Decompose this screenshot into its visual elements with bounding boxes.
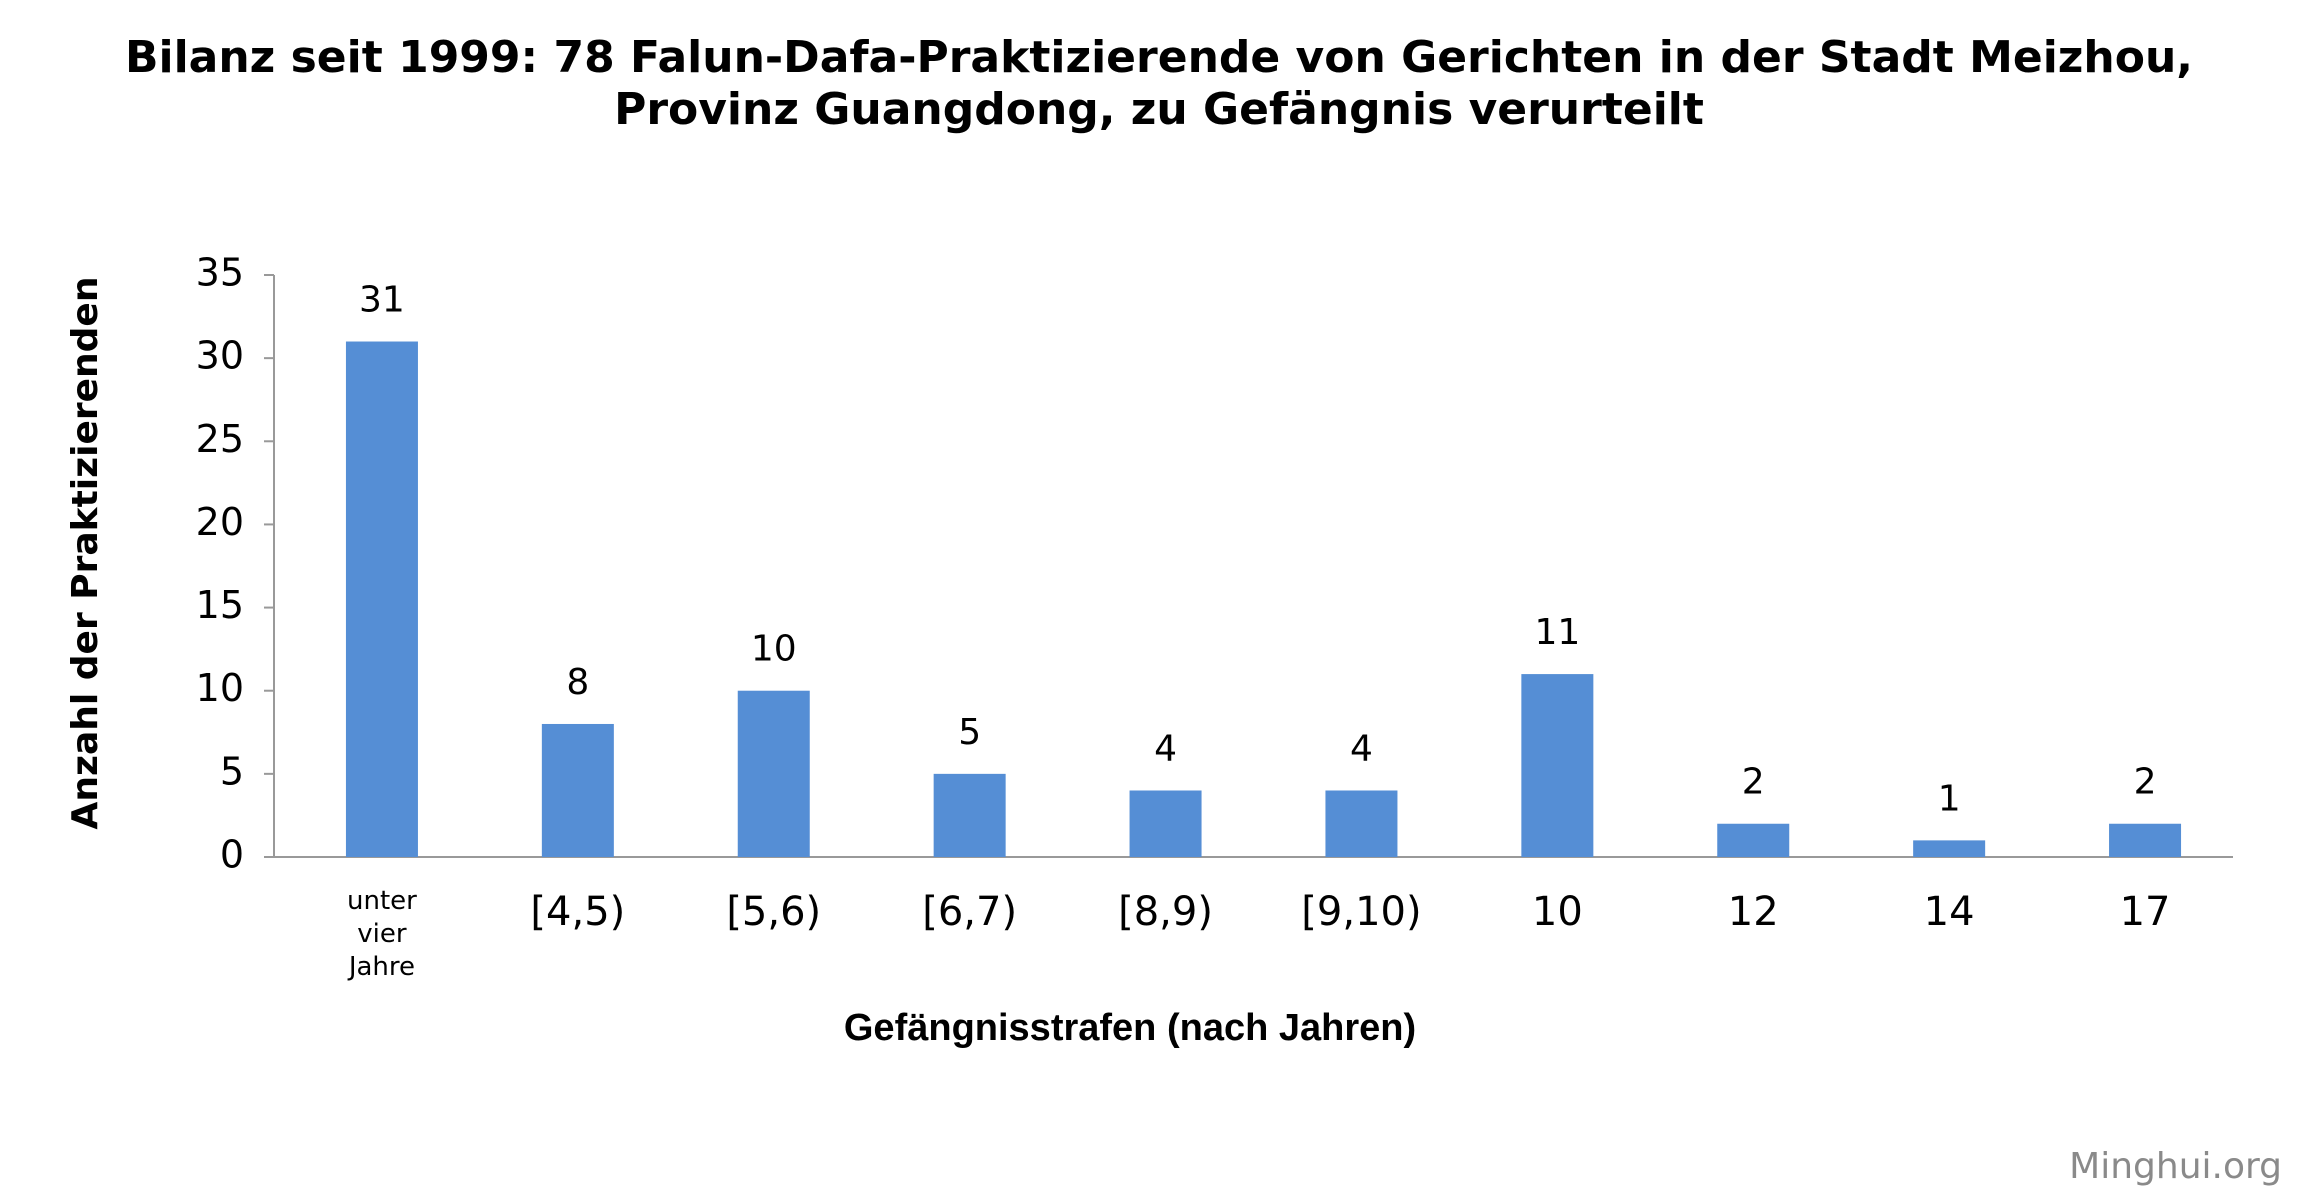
x-tick-label-box: 10 [1531, 889, 1583, 935]
y-tick-label: 15 [196, 583, 244, 627]
x-tick-label: 12 [1727, 889, 1779, 935]
x-tick-label: unter vier Jahre [347, 886, 417, 982]
x-tick-label-box: [9,10) [1301, 889, 1422, 935]
x-tick-label: [8,9) [1118, 889, 1213, 935]
x-tick-label: [9,10) [1301, 889, 1422, 935]
value-label: 10 [751, 629, 797, 670]
value-label: 11 [1534, 612, 1580, 653]
bar [1129, 790, 1202, 857]
value-label: 2 [1742, 762, 1765, 803]
bar [345, 341, 418, 857]
x-tick-label-box: 17 [2119, 889, 2171, 935]
bar [541, 723, 614, 857]
y-axis-title: Anzahl der Praktizierenden [65, 277, 106, 830]
y-tick-label: 25 [196, 417, 244, 461]
x-tick-label: 10 [1531, 889, 1583, 935]
bar [737, 690, 810, 857]
y-tick-label: 35 [196, 251, 244, 295]
x-tick-label: [5,6) [726, 889, 822, 935]
bar [933, 773, 1006, 857]
bar [1521, 674, 1594, 857]
chart-title: Bilanz seit 1999: 78 Falun-Dafa-Praktizi… [125, 32, 2193, 83]
x-tick-label: [6,7) [922, 889, 1018, 935]
x-tick-label: 17 [2119, 889, 2171, 935]
x-tick-label-box: [6,7) [922, 889, 1018, 935]
y-tick-label: 20 [196, 500, 244, 544]
watermark: Minghui.org [2069, 1146, 2282, 1187]
x-tick-label-box: [4,5) [530, 889, 626, 935]
value-label: 4 [1350, 728, 1373, 769]
x-tick-label-box: [5,6) [726, 889, 822, 935]
y-tick-label: 10 [196, 666, 244, 710]
bar [2109, 823, 2182, 857]
x-tick-label: 14 [1923, 889, 1975, 935]
value-label: 5 [958, 712, 981, 753]
y-tick-label: 0 [220, 833, 244, 877]
value-label: 2 [2134, 762, 2157, 803]
value-label: 8 [566, 662, 589, 703]
x-tick-label-box: [8,9) [1118, 889, 1213, 935]
x-tick-label-box: 12 [1727, 889, 1779, 935]
y-tick-label: 5 [220, 749, 244, 793]
x-tick-label: [4,5) [530, 889, 626, 935]
chart-subtitle: Provinz Guangdong, zu Gefängnis verurtei… [614, 84, 1704, 135]
value-label: 31 [359, 280, 405, 321]
x-tick-label-box: unter vier Jahre [347, 886, 417, 982]
x-tick-label-box: 14 [1923, 889, 1975, 935]
bar [1325, 790, 1398, 857]
value-label: 1 [1938, 778, 1961, 819]
y-tick-label: 30 [196, 334, 244, 378]
value-label: 4 [1154, 728, 1177, 769]
bar [1717, 823, 1790, 857]
bar [1913, 840, 1986, 857]
x-axis-title: Gefängnisstrafen (nach Jahren) [844, 1007, 1416, 1049]
